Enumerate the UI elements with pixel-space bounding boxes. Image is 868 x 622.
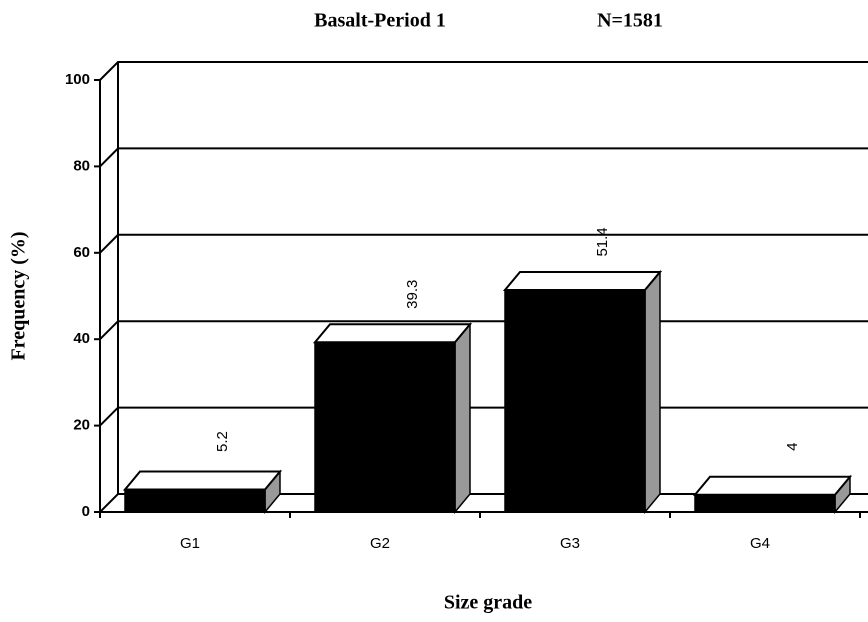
bar-side xyxy=(454,322,471,515)
grid-line xyxy=(99,61,868,81)
x-axis-label: Size grade xyxy=(444,592,532,614)
annotation: N=1581 xyxy=(597,10,663,32)
bar-top xyxy=(312,323,473,344)
y-tick-label: 40 xyxy=(73,330,90,347)
data-label: 51.4 xyxy=(594,227,611,256)
y-tick-label: 60 xyxy=(73,244,90,261)
x-tick-label: G3 xyxy=(560,535,580,552)
y-tick-label: 20 xyxy=(73,417,90,434)
data-label: 4 xyxy=(784,443,801,451)
chart-title: Basalt-Period 1 xyxy=(314,10,446,32)
grid-line xyxy=(99,147,868,168)
y-axis-label: Frequency (%) xyxy=(8,231,30,360)
grid-line xyxy=(99,320,868,340)
grid-line xyxy=(99,233,868,254)
data-label: 5.2 xyxy=(214,431,231,452)
x-tick-label: G1 xyxy=(180,535,200,552)
bar-front xyxy=(504,289,646,513)
bar-front xyxy=(694,493,836,513)
y-tick-label: 0 xyxy=(82,503,90,520)
bar-side xyxy=(644,269,661,515)
x-tick-label: G4 xyxy=(750,535,770,552)
bar-top xyxy=(502,270,663,291)
x-tick-label: G2 xyxy=(370,535,390,552)
bar xyxy=(312,322,473,515)
bar xyxy=(122,469,283,515)
grid-line xyxy=(99,406,868,427)
bar-front xyxy=(314,341,456,513)
y-tick-label: 80 xyxy=(73,157,90,174)
bar-top xyxy=(122,470,283,491)
bar-top xyxy=(692,475,853,496)
y-tick-label: 100 xyxy=(65,71,90,88)
bar-front xyxy=(124,488,266,513)
bar xyxy=(692,474,853,515)
data-label: 39.3 xyxy=(404,280,421,309)
bar xyxy=(502,269,663,515)
